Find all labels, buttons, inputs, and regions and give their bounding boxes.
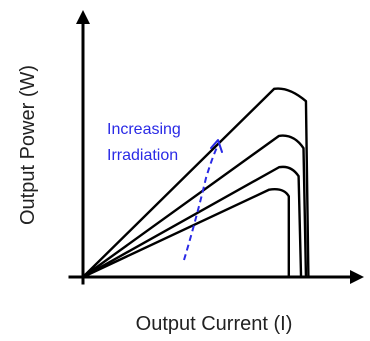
plot-area: Increasing Irradiation Output Current (I… — [17, 10, 364, 335]
series-group — [81, 87, 310, 279]
x-axis-label: Output Current (I) — [136, 313, 293, 335]
annotation-line-1: Increasing — [107, 121, 181, 138]
y-axis-label: Output Power (W) — [17, 65, 39, 225]
power-curve-4 — [81, 87, 310, 279]
annotation-line-2: Irradiation — [107, 147, 178, 164]
trend-arrow-shaft — [183, 144, 219, 261]
power-curve-2 — [81, 165, 303, 279]
y-axis-arrowhead — [76, 10, 90, 24]
trend-arrowhead-icon — [210, 139, 223, 153]
x-axis-arrowhead — [350, 270, 364, 284]
irradiation-trend-arrow — [183, 139, 223, 261]
power-curve-3 — [81, 134, 308, 279]
power-curve-1 — [81, 188, 290, 279]
